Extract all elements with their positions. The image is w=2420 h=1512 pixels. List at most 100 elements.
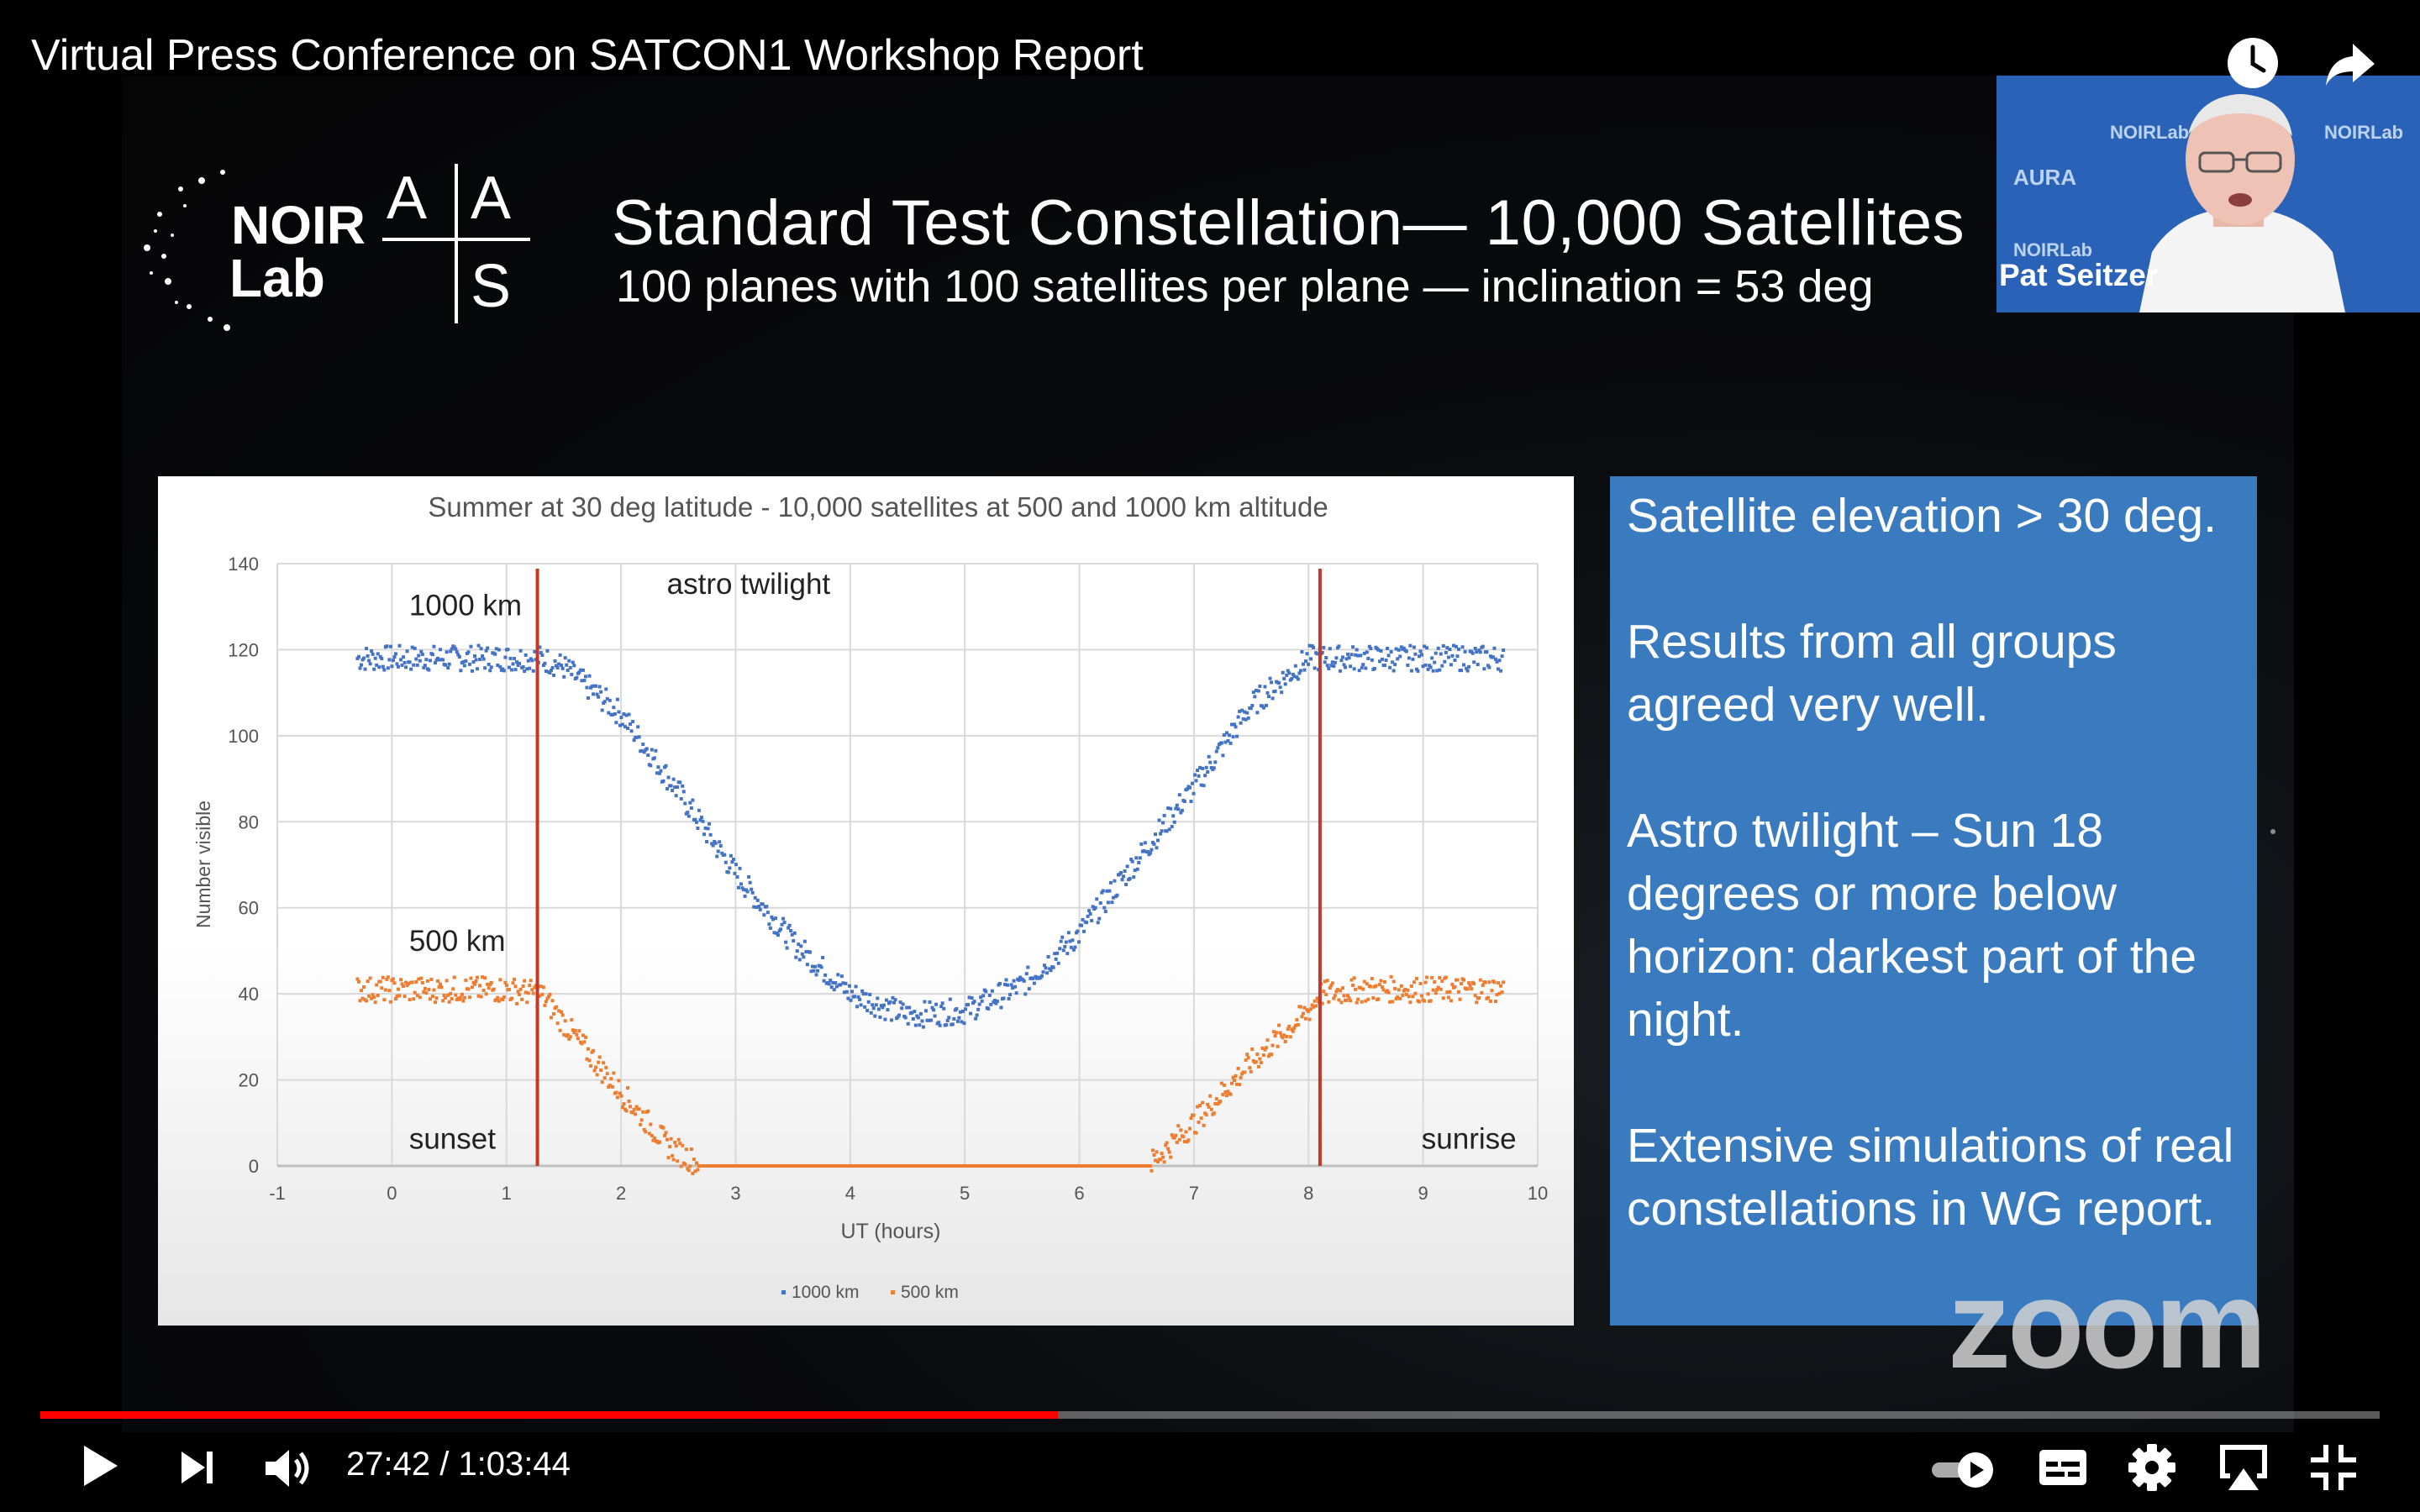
data-point-500km: [1261, 1053, 1265, 1058]
data-point-500km: [1307, 1017, 1312, 1021]
data-point-1000km: [423, 664, 427, 668]
data-point-1000km: [1333, 660, 1337, 664]
data-point-1000km: [970, 996, 974, 1000]
data-point-1000km: [360, 663, 364, 667]
data-point-500km: [1192, 1113, 1196, 1117]
data-point-500km: [634, 1105, 639, 1109]
data-point-500km: [1273, 1034, 1277, 1038]
data-point-500km: [459, 995, 463, 1000]
data-point-500km: [423, 986, 427, 990]
video-title[interactable]: Virtual Press Conference on SATCON1 Work…: [31, 31, 1144, 80]
data-point-500km: [457, 997, 461, 1001]
play-button[interactable]: [74, 1441, 124, 1491]
data-point-1000km: [1416, 669, 1420, 673]
data-point-1000km: [755, 898, 760, 902]
data-point-1000km: [1095, 897, 1099, 901]
data-point-1000km: [1043, 963, 1047, 968]
data-point-500km: [454, 993, 458, 997]
data-point-500km: [1285, 1034, 1289, 1038]
data-point-1000km: [523, 669, 527, 674]
data-point-500km: [418, 995, 422, 1000]
data-point-1000km: [533, 649, 537, 654]
data-point-1000km: [1412, 645, 1416, 649]
data-point-500km: [1313, 999, 1317, 1003]
data-point-500km: [600, 1080, 604, 1084]
data-point-1000km: [544, 669, 548, 674]
data-point-1000km: [1239, 721, 1243, 725]
data-point-1000km: [1082, 929, 1086, 933]
data-point-500km: [1338, 989, 1342, 993]
data-point-1000km: [879, 1004, 883, 1008]
data-point-1000km: [896, 1015, 900, 1019]
data-point-500km: [1202, 1123, 1206, 1127]
data-point-1000km: [804, 949, 808, 953]
data-point-500km: [1325, 979, 1329, 983]
data-point-1000km: [1323, 660, 1327, 664]
data-point-500km: [620, 1105, 624, 1110]
data-point-1000km: [1423, 663, 1428, 667]
data-point-1000km: [834, 981, 838, 985]
next-button[interactable]: [176, 1446, 218, 1488]
data-point-1000km: [755, 906, 759, 910]
data-point-500km: [523, 990, 528, 995]
data-point-1000km: [739, 882, 744, 886]
progress-bar[interactable]: [40, 1411, 2380, 1419]
share-icon[interactable]: [2321, 34, 2380, 92]
data-point-500km: [1186, 1138, 1191, 1142]
data-point-1000km: [563, 656, 567, 660]
volume-button[interactable]: [260, 1441, 314, 1495]
data-point-500km: [391, 977, 395, 981]
data-point-500km: [1467, 981, 1471, 985]
data-point-500km: [657, 1140, 661, 1144]
data-point-1000km: [1093, 906, 1097, 910]
data-point-500km: [1439, 987, 1443, 991]
data-point-1000km: [1086, 914, 1090, 918]
data-point-1000km: [1157, 818, 1161, 822]
data-point-1000km: [1409, 669, 1413, 673]
data-point-1000km: [659, 769, 663, 773]
data-point-1000km: [1467, 664, 1471, 669]
autoplay-toggle[interactable]: [1928, 1449, 2004, 1491]
data-point-500km: [1327, 1000, 1331, 1004]
data-point-1000km: [1209, 765, 1213, 769]
data-point-1000km: [642, 750, 646, 754]
data-point-500km: [1209, 1107, 1213, 1111]
settings-button[interactable]: [2126, 1441, 2178, 1494]
data-point-500km: [489, 980, 493, 984]
data-point-1000km: [734, 863, 738, 867]
data-point-1000km: [1270, 680, 1274, 685]
data-point-500km: [1204, 1113, 1208, 1117]
data-point-1000km: [966, 1002, 971, 1006]
data-point-500km: [639, 1122, 643, 1126]
data-point-1000km: [1143, 841, 1147, 845]
gear-icon: [2128, 1444, 2175, 1491]
clock-icon[interactable]: [2223, 34, 2282, 92]
exit-fullscreen-button[interactable]: [2307, 1441, 2360, 1494]
data-point-1000km: [1329, 664, 1334, 668]
data-point-500km: [1352, 976, 1356, 980]
data-point-500km: [1483, 980, 1487, 984]
data-point-1000km: [1256, 689, 1260, 693]
data-point-1000km: [1194, 779, 1198, 783]
data-point-500km: [678, 1142, 682, 1146]
data-point-1000km: [705, 839, 709, 843]
data-point-1000km: [1160, 829, 1164, 833]
data-point-1000km: [1182, 800, 1186, 804]
data-point-500km: [1166, 1147, 1171, 1151]
data-point-1000km: [937, 1021, 941, 1025]
data-point-500km: [470, 985, 474, 990]
data-point-1000km: [1334, 656, 1339, 660]
data-point-500km: [1426, 992, 1430, 996]
data-point-1000km: [1434, 651, 1438, 655]
data-point-1000km: [373, 656, 377, 660]
data-point-1000km: [1130, 859, 1134, 864]
data-point-500km: [646, 1109, 650, 1113]
data-point-500km: [1307, 1010, 1311, 1014]
data-point-1000km: [649, 764, 653, 768]
data-point-1000km: [623, 725, 627, 729]
data-point-500km: [1356, 997, 1360, 1001]
data-point-1000km: [989, 1002, 993, 1006]
airplay-button[interactable]: [2215, 1440, 2272, 1495]
captions-button[interactable]: [2038, 1446, 2088, 1488]
